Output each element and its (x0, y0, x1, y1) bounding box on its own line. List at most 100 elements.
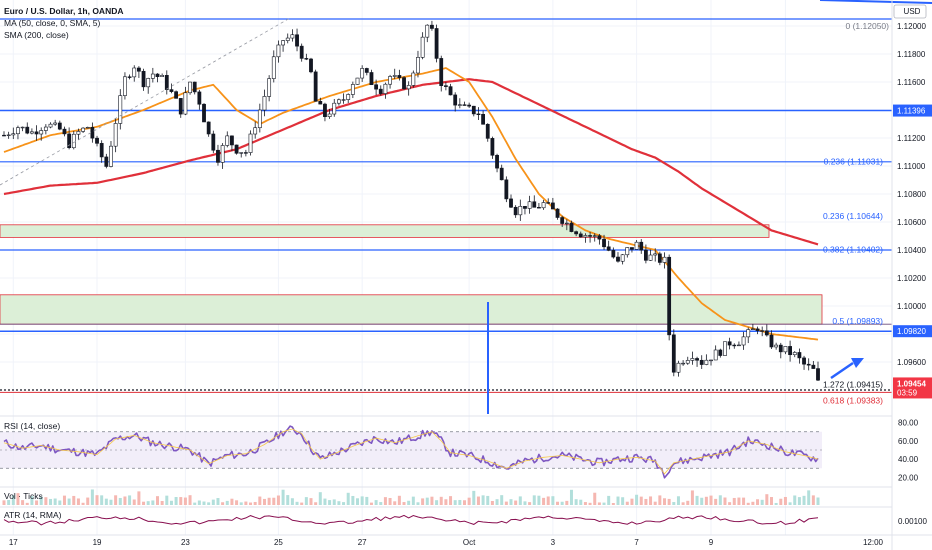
atr-label[interactable]: ATR (14, RMA) (4, 510, 62, 520)
candle-118 (550, 197, 555, 210)
body-111 (518, 206, 523, 216)
vol-bar-38 (179, 497, 183, 505)
candle-160 (746, 327, 751, 344)
fib-labels: 0 (1.12050) 0.236 (1.11031) 0.236 (1.10644… (823, 21, 889, 405)
candle-86 (402, 76, 406, 90)
candle-63 (295, 28, 299, 52)
candle-171 (797, 348, 802, 364)
candle-149 (695, 356, 699, 367)
candle-152 (709, 359, 713, 366)
body-21 (99, 143, 104, 158)
candle-47 (220, 143, 225, 169)
candles (2, 20, 820, 381)
vol-bar-66 (309, 498, 313, 505)
candle-38 (178, 98, 183, 118)
vol-bar-158 (737, 497, 741, 505)
candle-14 (67, 127, 72, 150)
vol-bar-138 (644, 498, 648, 505)
body-60 (281, 40, 285, 46)
candle-23 (109, 140, 113, 168)
candle-83 (388, 74, 392, 89)
body-22 (104, 156, 109, 167)
body-85 (397, 75, 402, 78)
vol-bar-121 (565, 500, 569, 505)
body-89 (416, 57, 420, 74)
body-68 (318, 101, 323, 105)
candle-110 (513, 205, 518, 218)
body-136 (634, 241, 639, 250)
price-tick-1: 1.11800 (897, 50, 926, 59)
vol-bar-7 (35, 500, 39, 505)
vol-bar-105 (490, 500, 494, 505)
body-6 (30, 131, 34, 134)
vol-bar-150 (700, 497, 704, 505)
ma50-legend[interactable]: MA (50, close, 0, SMA, 5) (4, 18, 101, 28)
sma200-legend[interactable]: SMA (200, close) (4, 30, 69, 40)
candle-102 (476, 107, 481, 121)
vol-bar-91 (425, 497, 429, 505)
body-97 (453, 94, 458, 106)
candle-84 (392, 68, 397, 80)
price-axis[interactable]: USD1.120001.118001.116001.114001.112001.… (891, 0, 932, 550)
vol-bar-37 (174, 497, 178, 505)
body-1 (6, 134, 11, 137)
candle-48 (225, 131, 230, 148)
candle-69 (323, 102, 327, 122)
vol-bar-3 (16, 493, 20, 505)
body-65 (304, 58, 309, 60)
vol-bar-172 (802, 495, 806, 505)
vol-bar-47 (221, 502, 225, 505)
candle-159 (741, 331, 746, 350)
candle-17 (81, 127, 85, 133)
vol-bar-69 (323, 498, 327, 505)
vol-bar-139 (649, 496, 653, 505)
candle-4 (20, 126, 25, 132)
candle-50 (234, 144, 239, 155)
vol-bar-112 (523, 501, 527, 505)
vol-bar-101 (472, 490, 476, 505)
vol-bar-0 (2, 500, 6, 505)
candle-40 (188, 81, 192, 95)
vol-bar-148 (690, 490, 694, 505)
fib-label-f236a: 0.236 (1.11031) (824, 157, 884, 167)
body-4 (20, 126, 25, 129)
countdown-text: 03:59 (897, 388, 918, 397)
volume-label[interactable]: Vol · Ticks (4, 491, 43, 501)
body-146 (681, 362, 686, 365)
vol-bar-137 (639, 496, 643, 505)
body-170 (792, 352, 797, 356)
body-147 (685, 360, 690, 364)
candle-132 (616, 252, 620, 263)
vol-bar-122 (569, 489, 573, 505)
vol-bar-108 (504, 501, 508, 505)
vol-bar-22 (104, 498, 108, 505)
vol-bar-106 (495, 499, 499, 505)
body-166 (774, 344, 779, 348)
current-price-badge (893, 377, 932, 399)
body-11 (53, 122, 58, 125)
body-131 (611, 250, 616, 258)
candle-150 (699, 355, 704, 369)
body-165 (769, 334, 774, 348)
body-48 (225, 135, 230, 146)
time-axis[interactable]: 17 19 23 25 27 Oct 3 7 9 12:00 (0, 534, 932, 547)
candle-89 (416, 50, 420, 78)
rsi-label[interactable]: RSI (14, close) (4, 421, 61, 431)
body-12 (57, 122, 62, 130)
body-106 (495, 154, 499, 169)
rsi-tick-2: 40.00 (898, 455, 919, 464)
vol-bar-175 (816, 497, 820, 505)
body-145 (676, 362, 681, 373)
vol-bar-13 (62, 495, 66, 505)
body-155 (723, 341, 727, 356)
candle-1 (6, 131, 11, 139)
vol-bar-109 (509, 499, 513, 505)
vol-bar-34 (160, 501, 164, 505)
vol-bar-173 (807, 490, 811, 505)
candle-121 (564, 219, 569, 231)
volume-pane (0, 486, 892, 505)
vol-bar-10 (49, 498, 53, 505)
candle-135 (630, 247, 634, 253)
vol-bar-45 (211, 499, 215, 505)
